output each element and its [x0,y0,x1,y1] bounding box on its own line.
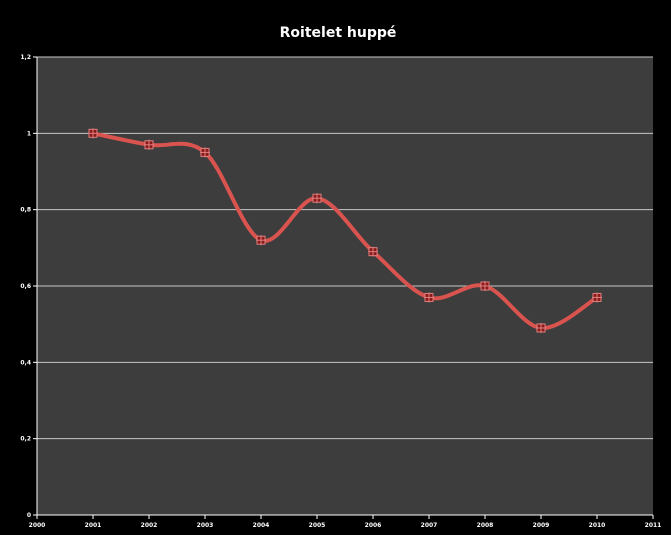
tick-labels: 0 0,2 0,4 0,6 0,8 1 1,2 2000 2001 2002 2003 2004 200… [20,54,661,529]
x-tick-label: 2001 [85,522,102,529]
x-tick-label: 2003 [197,522,214,529]
data-point [536,322,546,333]
y-tick-label: 0,2 [20,436,31,443]
axes [33,56,654,519]
y-tick-label: 0 [27,512,31,519]
y-tick-label: 0,8 [20,207,31,214]
data-point [592,292,602,303]
x-tick-label: 2008 [477,522,494,529]
data-point [256,235,266,246]
x-tick-label: 2010 [589,522,606,529]
y-tick-label: 0,4 [20,359,31,366]
gridlines [37,56,653,440]
y-tick-label: 0,6 [20,283,31,290]
data-markers [88,128,602,333]
data-point [480,281,490,291]
x-tick-label: 2011 [645,522,662,529]
y-tick-label: 1,2 [20,54,31,61]
data-point [312,193,322,204]
data-point [200,147,210,158]
x-tick-label: 2002 [141,522,158,529]
data-point [424,292,434,303]
x-tick-label: 2006 [365,522,382,529]
series-line [91,131,599,330]
x-tick-label: 2009 [533,522,550,529]
x-tick-label: 2000 [29,522,46,529]
data-point [368,246,378,257]
x-tick-label: 2005 [309,522,326,529]
chart-title: Roitelet huppé [280,25,397,41]
x-tick-label: 2007 [421,522,438,529]
data-point [144,139,154,150]
y-tick-label: 1 [27,130,31,137]
x-tick-label: 2004 [253,522,270,529]
data-point [88,128,98,139]
